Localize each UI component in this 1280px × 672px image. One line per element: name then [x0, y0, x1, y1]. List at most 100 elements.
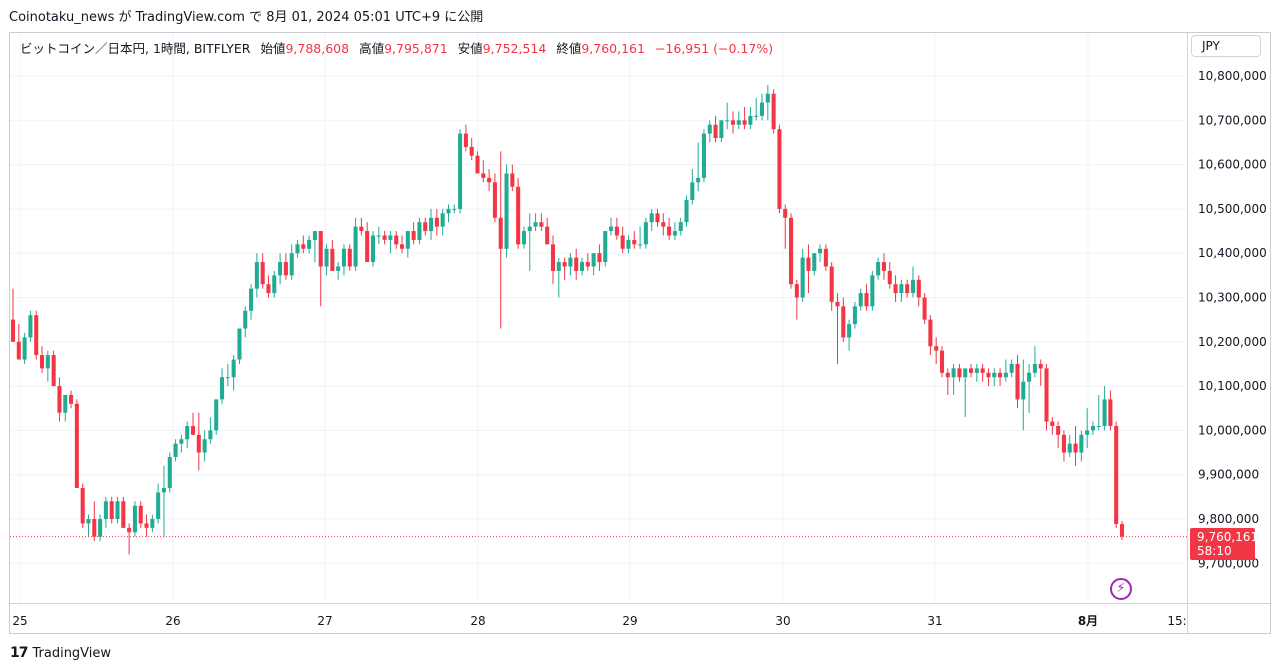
candle[interactable] [487, 169, 492, 192]
candle[interactable] [434, 208, 439, 236]
candle[interactable] [202, 430, 207, 462]
candle[interactable] [620, 226, 625, 254]
candle[interactable] [10, 288, 16, 342]
candle[interactable] [80, 483, 85, 528]
candle[interactable] [1027, 363, 1032, 413]
candle[interactable] [214, 399, 219, 435]
candle[interactable] [132, 501, 137, 537]
candle[interactable] [365, 222, 370, 263]
candle[interactable] [324, 244, 329, 276]
candle[interactable] [22, 332, 27, 364]
candle[interactable] [353, 217, 358, 271]
candle[interactable] [597, 244, 602, 271]
candle[interactable] [1079, 430, 1084, 462]
candle[interactable] [388, 231, 393, 254]
candle[interactable] [498, 151, 503, 329]
candle[interactable] [603, 231, 608, 267]
candle[interactable] [568, 253, 573, 276]
candle[interactable] [957, 363, 962, 382]
candle[interactable] [57, 377, 62, 422]
candle[interactable] [69, 390, 74, 409]
candle[interactable] [696, 142, 701, 192]
candle[interactable] [841, 297, 846, 342]
candle[interactable] [939, 346, 945, 378]
candle[interactable] [527, 213, 532, 271]
candle[interactable] [92, 501, 97, 542]
candle[interactable] [1114, 421, 1119, 528]
candle[interactable] [190, 412, 196, 435]
candle[interactable] [341, 244, 346, 276]
candle[interactable] [806, 244, 811, 294]
candle[interactable] [969, 363, 974, 378]
candle[interactable] [1073, 425, 1078, 466]
candle[interactable] [28, 310, 33, 342]
candle[interactable] [1021, 359, 1026, 431]
candle[interactable] [121, 496, 126, 528]
candle[interactable] [16, 324, 21, 360]
candle[interactable] [655, 208, 660, 227]
candle[interactable] [777, 124, 782, 214]
currency-button[interactable]: JPY [1191, 35, 1261, 57]
candle[interactable] [156, 483, 161, 524]
candle[interactable] [51, 350, 56, 387]
candle[interactable] [376, 226, 381, 245]
candle[interactable] [481, 160, 486, 183]
candle[interactable] [318, 231, 323, 307]
candle[interactable] [34, 310, 39, 360]
candle[interactable] [307, 235, 312, 254]
candle[interactable] [963, 368, 968, 418]
candle[interactable] [446, 204, 451, 223]
candle[interactable] [556, 257, 561, 298]
candle[interactable] [196, 412, 201, 471]
candle[interactable] [301, 235, 306, 254]
candle[interactable] [876, 257, 881, 280]
candle[interactable] [823, 244, 828, 271]
candle[interactable] [649, 208, 654, 232]
candle[interactable] [1102, 386, 1107, 431]
candle[interactable] [510, 164, 515, 192]
candle[interactable] [423, 217, 428, 236]
candle[interactable] [539, 213, 544, 232]
candle[interactable] [249, 284, 254, 320]
candle[interactable] [185, 421, 190, 449]
candle[interactable] [742, 107, 747, 130]
candle[interactable] [458, 129, 463, 214]
candle[interactable] [312, 231, 317, 263]
candle[interactable] [39, 346, 45, 373]
candle[interactable] [127, 523, 132, 555]
candle[interactable] [533, 213, 538, 232]
candle[interactable] [1096, 394, 1101, 431]
candle[interactable] [405, 231, 410, 258]
candle[interactable] [928, 315, 933, 356]
candle[interactable] [765, 84, 770, 121]
candle[interactable] [667, 217, 672, 240]
candle[interactable] [74, 399, 79, 488]
candle[interactable] [417, 217, 422, 245]
candle[interactable] [1050, 417, 1055, 435]
candle[interactable] [922, 293, 927, 325]
candle[interactable] [626, 235, 631, 254]
candle[interactable] [899, 279, 904, 302]
candle[interactable] [759, 93, 765, 121]
candle[interactable] [492, 173, 497, 223]
candle[interactable] [161, 465, 166, 537]
candle[interactable] [411, 222, 416, 245]
candle[interactable] [1067, 434, 1072, 457]
candle[interactable] [1044, 363, 1049, 431]
candle[interactable] [864, 284, 869, 311]
candle[interactable] [719, 120, 724, 143]
candle[interactable] [794, 279, 799, 320]
candle[interactable] [986, 368, 991, 387]
candle[interactable] [86, 514, 91, 537]
candle[interactable] [1108, 390, 1113, 431]
candle[interactable] [399, 235, 405, 254]
candle[interactable] [672, 222, 677, 240]
lightning-icon[interactable]: ⚡ [1110, 578, 1132, 600]
candle[interactable] [1015, 355, 1020, 409]
candle[interactable] [144, 514, 149, 537]
candle[interactable] [910, 266, 916, 298]
candle[interactable] [550, 235, 556, 285]
candle[interactable] [858, 288, 863, 311]
candle[interactable] [789, 213, 794, 289]
candle[interactable] [173, 439, 178, 462]
